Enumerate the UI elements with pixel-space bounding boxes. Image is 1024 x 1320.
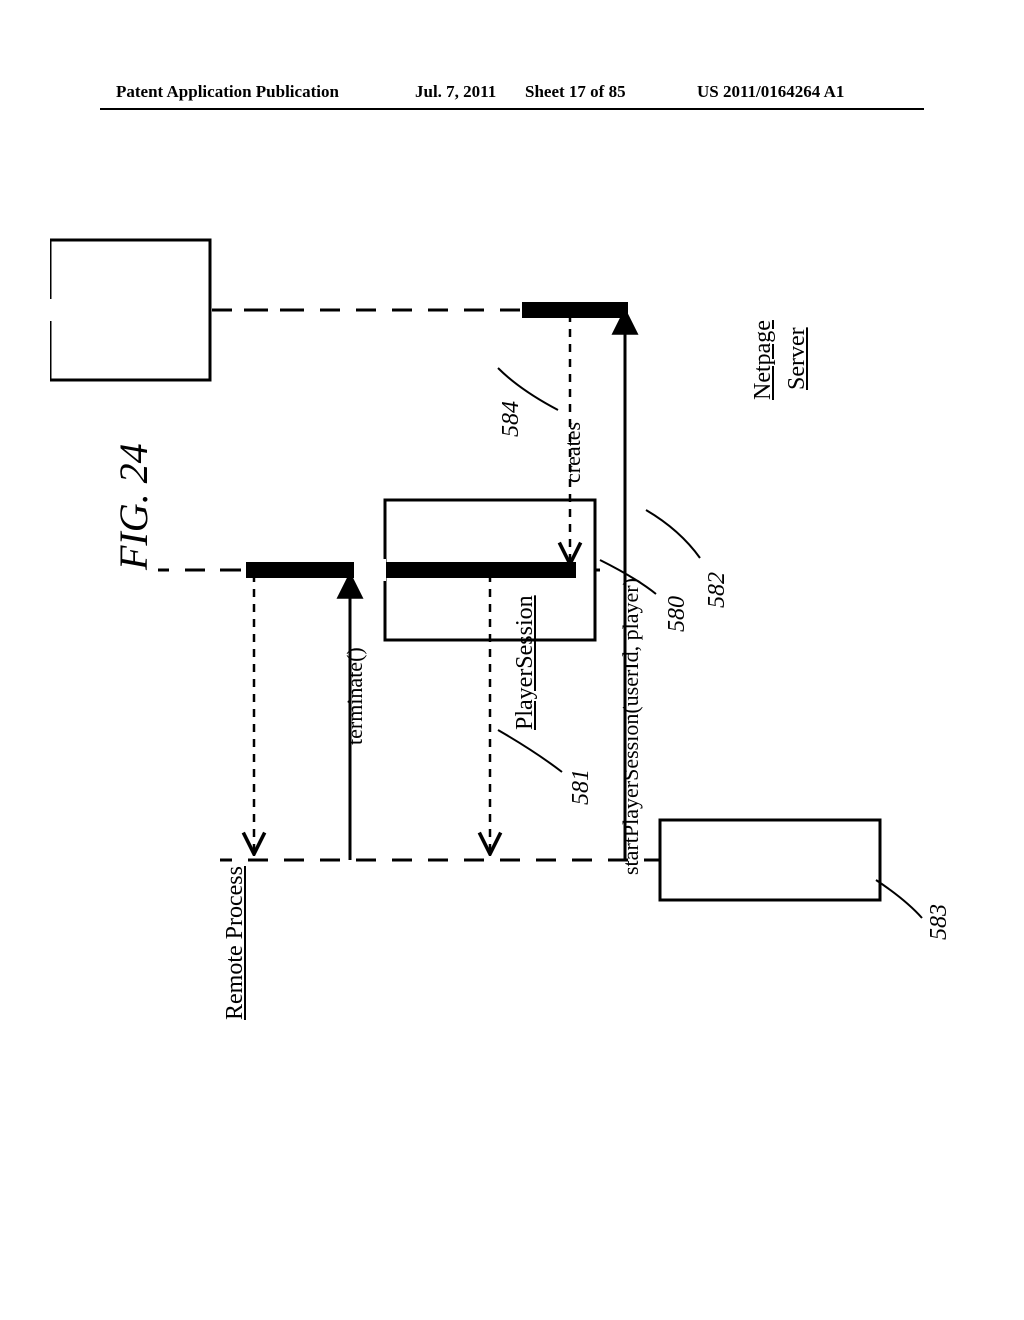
page-header: Patent Application Publication Jul. 7, 2… <box>0 82 1024 110</box>
figure-label: FIG. 24 <box>110 443 157 570</box>
header-rule <box>100 108 924 110</box>
label-start-session: startPlayerSession(userId, player) <box>618 578 644 875</box>
label-netpage-server-2: Server <box>784 327 811 390</box>
leader-581 <box>498 730 562 772</box>
leader-582 <box>646 510 700 558</box>
ref-582: 582 <box>704 572 731 608</box>
header-publication: Patent Application Publication <box>116 82 339 102</box>
page: Patent Application Publication Jul. 7, 2… <box>0 0 1024 1320</box>
activation-player-c1 <box>480 562 576 578</box>
sequence-diagram: Remote Process PlayerSession Netpage Ser… <box>50 200 974 1220</box>
label-remote-process: Remote Process <box>222 866 249 1020</box>
header-date: Jul. 7, 2011 <box>415 82 496 102</box>
label-creates: creates <box>560 422 586 483</box>
leader-583 <box>876 880 922 918</box>
ref-584: 584 <box>498 401 525 437</box>
participant-remote-process <box>660 820 880 900</box>
ref-581: 581 <box>568 769 595 805</box>
label-netpage-server-1: Netpage <box>750 320 777 400</box>
ref-583: 583 <box>926 904 953 940</box>
activation-player-c2 <box>246 562 354 578</box>
header-sheet: Sheet 17 of 85 <box>525 82 626 102</box>
ref-580: 580 <box>664 596 691 632</box>
label-player-session: PlayerSession <box>512 595 539 730</box>
label-terminate: terminate() <box>342 647 368 745</box>
header-pubno: US 2011/0164264 A1 <box>697 82 844 102</box>
